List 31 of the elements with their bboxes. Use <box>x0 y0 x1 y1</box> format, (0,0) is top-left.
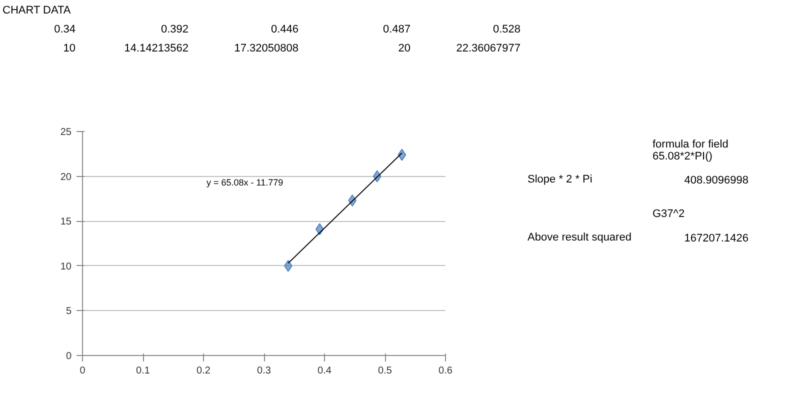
text: 14.14213562 <box>124 42 188 54</box>
x-tick-label: 0.1 <box>136 366 150 376</box>
text: Above result squared <box>528 232 632 244</box>
y-tick-label: 25 <box>60 127 72 138</box>
text: 65.08*2*PI() <box>652 150 712 162</box>
annotation: y = 65.08x - 11.779 <box>206 178 284 188</box>
y-tick-label: 5 <box>66 306 72 318</box>
text: 0.34 <box>54 24 76 36</box>
x-tick-label: 0.5 <box>378 366 392 376</box>
text: 167207.1426 <box>684 232 748 245</box>
chart-title: CHART DATA <box>2 4 72 16</box>
y-tick-label: 15 <box>60 216 72 228</box>
text: 20 <box>398 42 411 54</box>
text: 17.32050808 <box>234 42 298 54</box>
y-tick-label: 0 <box>66 351 72 362</box>
text: 0.446 <box>270 24 299 36</box>
text: 0.528 <box>492 24 521 36</box>
x-tick-label: 0.6 <box>438 366 453 376</box>
x-tick-label: 0.4 <box>318 366 332 376</box>
text: formula for field <box>652 138 728 150</box>
text: G37^2 <box>652 208 685 220</box>
text: 408.9096998 <box>684 174 748 186</box>
x-tick-label: 0.2 <box>196 366 211 376</box>
x-tick-label: 0.3 <box>257 366 272 376</box>
y-tick-label: 20 <box>60 172 72 183</box>
x-tick-label: 0 <box>80 366 86 376</box>
text: 0.487 <box>382 24 411 36</box>
text: 22.36067977 <box>456 42 520 54</box>
y-tick-label: 10 <box>60 261 72 272</box>
text: 0.392 <box>160 24 189 36</box>
text: Slope * 2 * Pi <box>528 174 592 186</box>
